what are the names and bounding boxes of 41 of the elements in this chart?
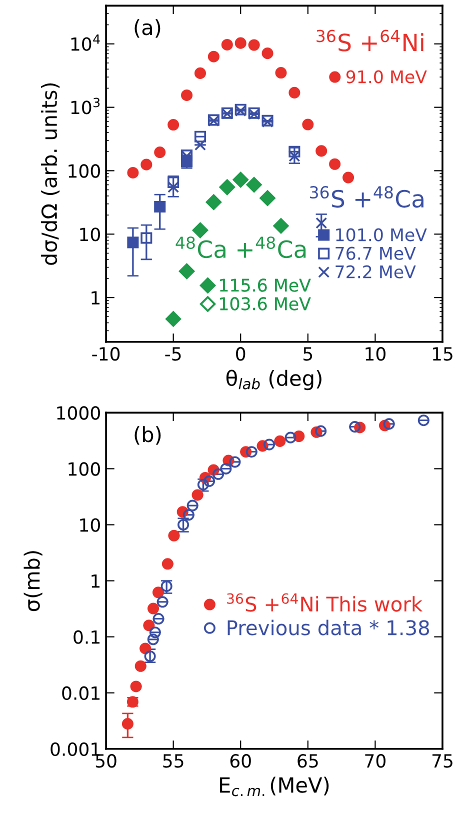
x-axis-title: θ$_{lab}$ (deg) <box>226 370 322 390</box>
legend-label: $^{36}$S +$^{64}$Ni This work <box>227 593 423 612</box>
x-axis-title: E$_{c.m.}$(MeV) <box>220 776 329 796</box>
y-tick-label: 0.001 <box>50 742 100 756</box>
x-tick-label: 15 <box>432 347 452 361</box>
annotation: (b) <box>134 426 161 445</box>
y-tick-label: 0.01 <box>62 686 100 700</box>
legend-label: 103.6 MeV <box>220 297 311 310</box>
legend-label: 115.6 MeV <box>220 278 311 292</box>
y-tick-label: 10 <box>80 518 100 532</box>
x-tick-label: -5 <box>165 347 181 361</box>
x-tick-label: 60 <box>230 754 251 768</box>
y-tick-label: 1000 <box>57 406 100 420</box>
annotation: $^{48}$Ca +$^{48}$Ca <box>176 236 306 258</box>
x-tick-label: 70 <box>365 754 386 768</box>
x-tick-label: -10 <box>92 347 120 361</box>
x-tick-label: 55 <box>163 754 184 768</box>
x-tick-label: 10 <box>366 347 386 361</box>
y-tick-label: 1 <box>92 574 100 588</box>
y-tick-label: 10 <box>80 228 100 242</box>
y-tick-label: 0.1 <box>74 630 100 644</box>
annotation: (a) <box>134 19 160 38</box>
y-tick-label: 100 <box>68 164 100 178</box>
legend-label: 101.0 MeV <box>336 228 427 242</box>
y-tick-label: 100 <box>68 462 100 476</box>
legend-label: 72.2 MeV <box>336 265 416 278</box>
legend-label: 91.0 MeV <box>346 70 427 84</box>
legend-label: Previous data * 1.38 <box>228 620 430 636</box>
y-tick-label: 10$^{3}$ <box>71 98 100 114</box>
y-tick-label: 10$^{4}$ <box>71 34 100 51</box>
x-tick-label: 50 <box>96 754 116 768</box>
y-axis-title: σ(mb) <box>24 551 42 612</box>
x-tick-label: 5 <box>304 347 312 361</box>
annotation: $^{36}$S +$^{48}$Ca <box>310 186 424 208</box>
y-tick-label: 1 <box>92 291 100 304</box>
x-tick-label: 0 <box>236 347 246 361</box>
x-tick-label: 65 <box>298 754 318 768</box>
x-tick-label: 75 <box>432 754 452 768</box>
legend-label: 76.7 MeV <box>336 246 416 260</box>
annotation: $^{36}$S +$^{64}$Ni <box>316 30 424 52</box>
y-axis-title: dσ/dΩ (arb. units) <box>40 83 60 265</box>
